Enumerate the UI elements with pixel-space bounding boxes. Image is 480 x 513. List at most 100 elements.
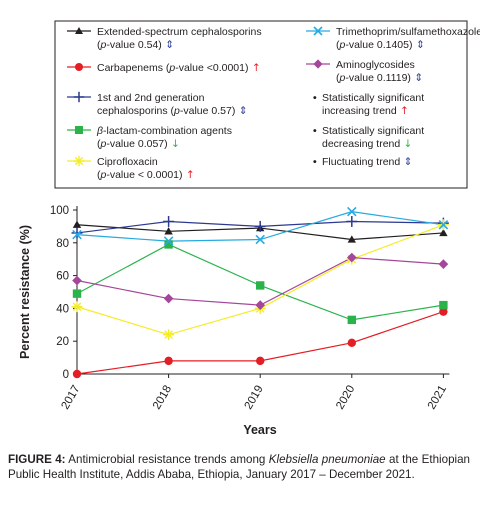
legend-marker-gen12 <box>73 91 85 103</box>
legend-text-amino: Aminoglycosides <box>336 59 415 71</box>
legend-entry-blact: β-lactam-combination agents(p-value 0.05… <box>67 125 232 150</box>
marker-amino <box>438 259 449 269</box>
trend-arrow-icon: ↑ <box>248 62 260 74</box>
y-tick-label: 40 <box>56 303 69 315</box>
legend-entry-amino: Aminoglycosides(p-value 0.1119) ⇕ <box>306 59 423 84</box>
marker-gen12 <box>346 216 358 227</box>
trend-arrow-icon: ⇕ <box>162 39 174 51</box>
marker-cipro <box>71 301 83 313</box>
y-tick-label: 80 <box>56 238 69 250</box>
x-tick-label: 2018 <box>151 384 174 412</box>
marker-carb <box>347 338 356 348</box>
legend-label: 1st and 2nd generation <box>97 92 205 104</box>
note-text: Statistically significant <box>322 92 424 104</box>
legend-label-2: ( <box>97 138 101 150</box>
marker-amino <box>255 300 266 310</box>
legend-subtext-amino: (p-value 0.1119) ⇕ <box>336 72 423 84</box>
legend-label-2: ( <box>336 39 340 51</box>
legend-text-tmp: Trimethoprim/sulfamethoxazole <box>336 26 480 38</box>
legend-subtext-esc: (p-value 0.54) ⇕ <box>97 39 174 51</box>
note-line-1: Statistically significant <box>322 125 424 137</box>
note-arrow-icon: ⇕ <box>400 156 412 168</box>
marker-tmp <box>255 234 265 245</box>
legend-pvalue: -value 0.54) <box>106 39 161 51</box>
note-line-1: Statistically significant <box>322 92 424 104</box>
trend-arrow-icon: ⇕ <box>412 39 424 51</box>
legend: Extended-spectrum cephalosporins(p-value… <box>67 26 480 181</box>
legend-text-blact: β-lactam-combination agents <box>96 125 232 137</box>
x-axis-label: Years <box>243 423 276 437</box>
marker-carb <box>439 307 448 316</box>
legend-label-2: ( <box>97 39 101 51</box>
legend-entry-cipro: Ciprofloxacin(p-value < 0.0001) ↑ <box>67 155 195 181</box>
legend-note-2: • Fluctuating trend ⇕ <box>313 156 412 168</box>
note-line-2: increasing trend <box>322 105 397 117</box>
legend-p-italic: p <box>339 72 346 84</box>
caption-label: FIGURE 4: <box>8 453 66 466</box>
legend-entry-esc: Extended-spectrum cephalosporins(p-value… <box>67 26 262 51</box>
legend-subtext-blact: (p-value 0.057) ↓ <box>97 138 180 150</box>
legend-label: Carbapenems ( <box>97 62 170 74</box>
legend-label-2: cephalosporins ( <box>97 105 175 117</box>
legend-marker-esc <box>75 27 83 34</box>
note-bullet: • <box>313 92 317 104</box>
x-tick-label: 2019 <box>243 384 266 412</box>
axes: 0 20 40 60 80 100 2017 2018 2019 2020 2021 <box>50 205 450 412</box>
marker-esc <box>347 235 356 243</box>
caption-organism: Klebsiella pneumoniae <box>268 453 386 466</box>
legend-entry-tmp: Trimethoprim/sulfamethoxazole(p-value 0.… <box>306 26 480 51</box>
legend-p-italic: p <box>173 105 180 117</box>
marker-esc <box>72 220 82 228</box>
legend-pvalue: -value < 0.0001) <box>106 169 182 181</box>
legend-label-2: ( <box>97 169 101 181</box>
legend-subtext-tmp: (p-value 0.1405) ⇕ <box>336 39 425 51</box>
marker-blact <box>256 281 265 290</box>
y-tick-label: 60 <box>56 271 69 283</box>
legend-marker-blact <box>75 126 83 134</box>
marker-tmp <box>72 229 82 240</box>
marker-blact <box>164 240 173 249</box>
marker-carb <box>164 356 173 366</box>
note-bullet: • <box>313 156 317 168</box>
legend-label: Ciprofloxacin <box>97 156 158 168</box>
legend-label-2: ( <box>336 72 340 84</box>
figure-caption: FIGURE 4: Antimicrobial resistance trend… <box>8 453 470 482</box>
legend-marker-tmp <box>313 26 323 36</box>
caption-text-post: at the Ethiopian Public Health Institute… <box>8 453 470 481</box>
legend-box <box>54 20 468 189</box>
note-subtext: decreasing trend ↓ <box>322 138 412 150</box>
legend-pvalue: -value 0.57) <box>180 105 235 117</box>
note-line-1: Fluctuating trend <box>322 156 400 168</box>
marker-esc <box>439 228 448 237</box>
marker-blact <box>72 289 82 298</box>
note-arrow-icon: ↑ <box>397 105 409 117</box>
marker-blact <box>439 300 448 310</box>
note-subtext: increasing trend ↑ <box>322 105 409 117</box>
legend-p-italic: p <box>168 62 175 74</box>
note-text: Statistically significant <box>322 125 424 137</box>
marker-gen12 <box>71 227 83 239</box>
resistance-line-chart: Extended-spectrum cephalosporins(p-value… <box>18 20 480 437</box>
legend-subtext-cipro: (p-value < 0.0001) ↑ <box>97 169 195 181</box>
marker-amino <box>163 293 174 304</box>
marker-tmp <box>163 236 174 246</box>
legend-pvalue: -value 0.1405) <box>345 39 412 51</box>
legend-subtext-gen12: cephalosporins (p-value 0.57) ⇕ <box>97 105 247 117</box>
legend-text-gen12: 1st and 2nd generation <box>97 92 205 104</box>
x-tick-label: 2021 <box>426 384 449 412</box>
legend-text-esc: Extended-spectrum cephalosporins <box>97 26 262 38</box>
legend-p-italic: p <box>339 39 346 51</box>
legend-text-carb: Carbapenems (p-value <0.0001) ↑ <box>97 62 261 74</box>
series-line-cipro <box>76 224 444 336</box>
note-arrow-icon: ↓ <box>400 138 412 150</box>
y-tick-label: 20 <box>56 336 69 348</box>
legend-pvalue: -value <0.0001) <box>175 62 248 74</box>
x-tick-label: 2020 <box>334 384 357 412</box>
marker-carb <box>256 356 265 366</box>
note-bullet: • <box>313 125 317 137</box>
data-markers <box>71 206 449 379</box>
legend-label: Aminoglycosides <box>336 59 415 71</box>
note-text: Fluctuating trend ⇕ <box>322 156 412 168</box>
